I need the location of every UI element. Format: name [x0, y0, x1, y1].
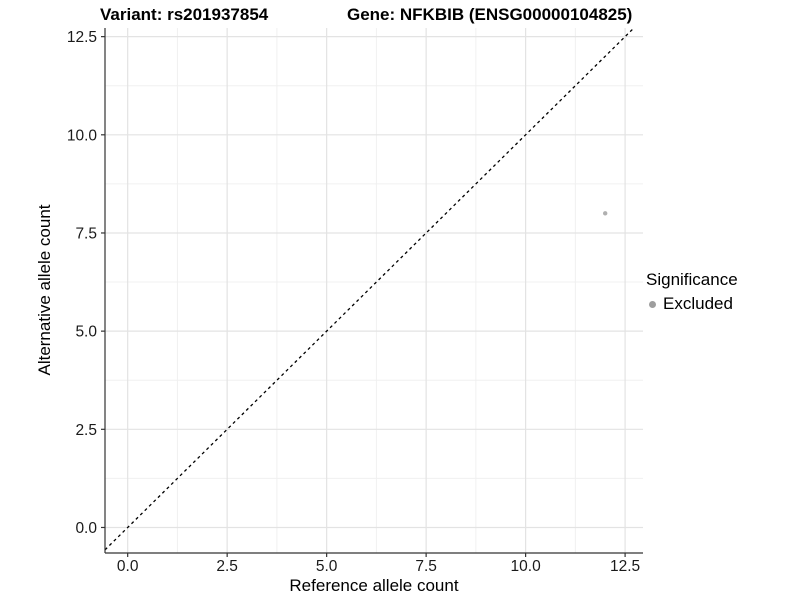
legend-key-dot — [649, 300, 656, 308]
data-point — [602, 211, 608, 216]
legend-item-label: Excluded — [663, 294, 733, 313]
y-tick-label: 10.0 — [67, 127, 98, 144]
x-tick-label: 0.0 — [117, 558, 139, 575]
y-tick-label: 0.0 — [75, 520, 97, 537]
y-tick-label: 2.5 — [75, 422, 97, 439]
y-tick-label: 5.0 — [75, 324, 97, 341]
y-axis-title: Alternative allele count — [35, 204, 54, 376]
x-tick-label: 7.5 — [415, 558, 437, 575]
x-tick-label: 12.5 — [610, 558, 640, 575]
legend-items: Excluded — [646, 294, 738, 314]
legend: Significance Excluded — [646, 270, 738, 314]
legend-item: Excluded — [646, 294, 738, 314]
gene-title: Gene: NFKBIB (ENSG00000104825) — [347, 5, 633, 24]
identity-line — [104, 27, 635, 551]
y-tick-label: 12.5 — [67, 29, 97, 46]
variant-title: Variant: rs201937854 — [100, 5, 269, 24]
legend-title: Significance — [646, 270, 738, 289]
x-tick-label: 2.5 — [216, 558, 238, 575]
x-tick-label: 5.0 — [316, 558, 338, 575]
x-axis-title: Reference allele count — [289, 576, 459, 595]
y-tick-label: 7.5 — [75, 225, 97, 242]
x-tick-label: 10.0 — [511, 558, 542, 575]
